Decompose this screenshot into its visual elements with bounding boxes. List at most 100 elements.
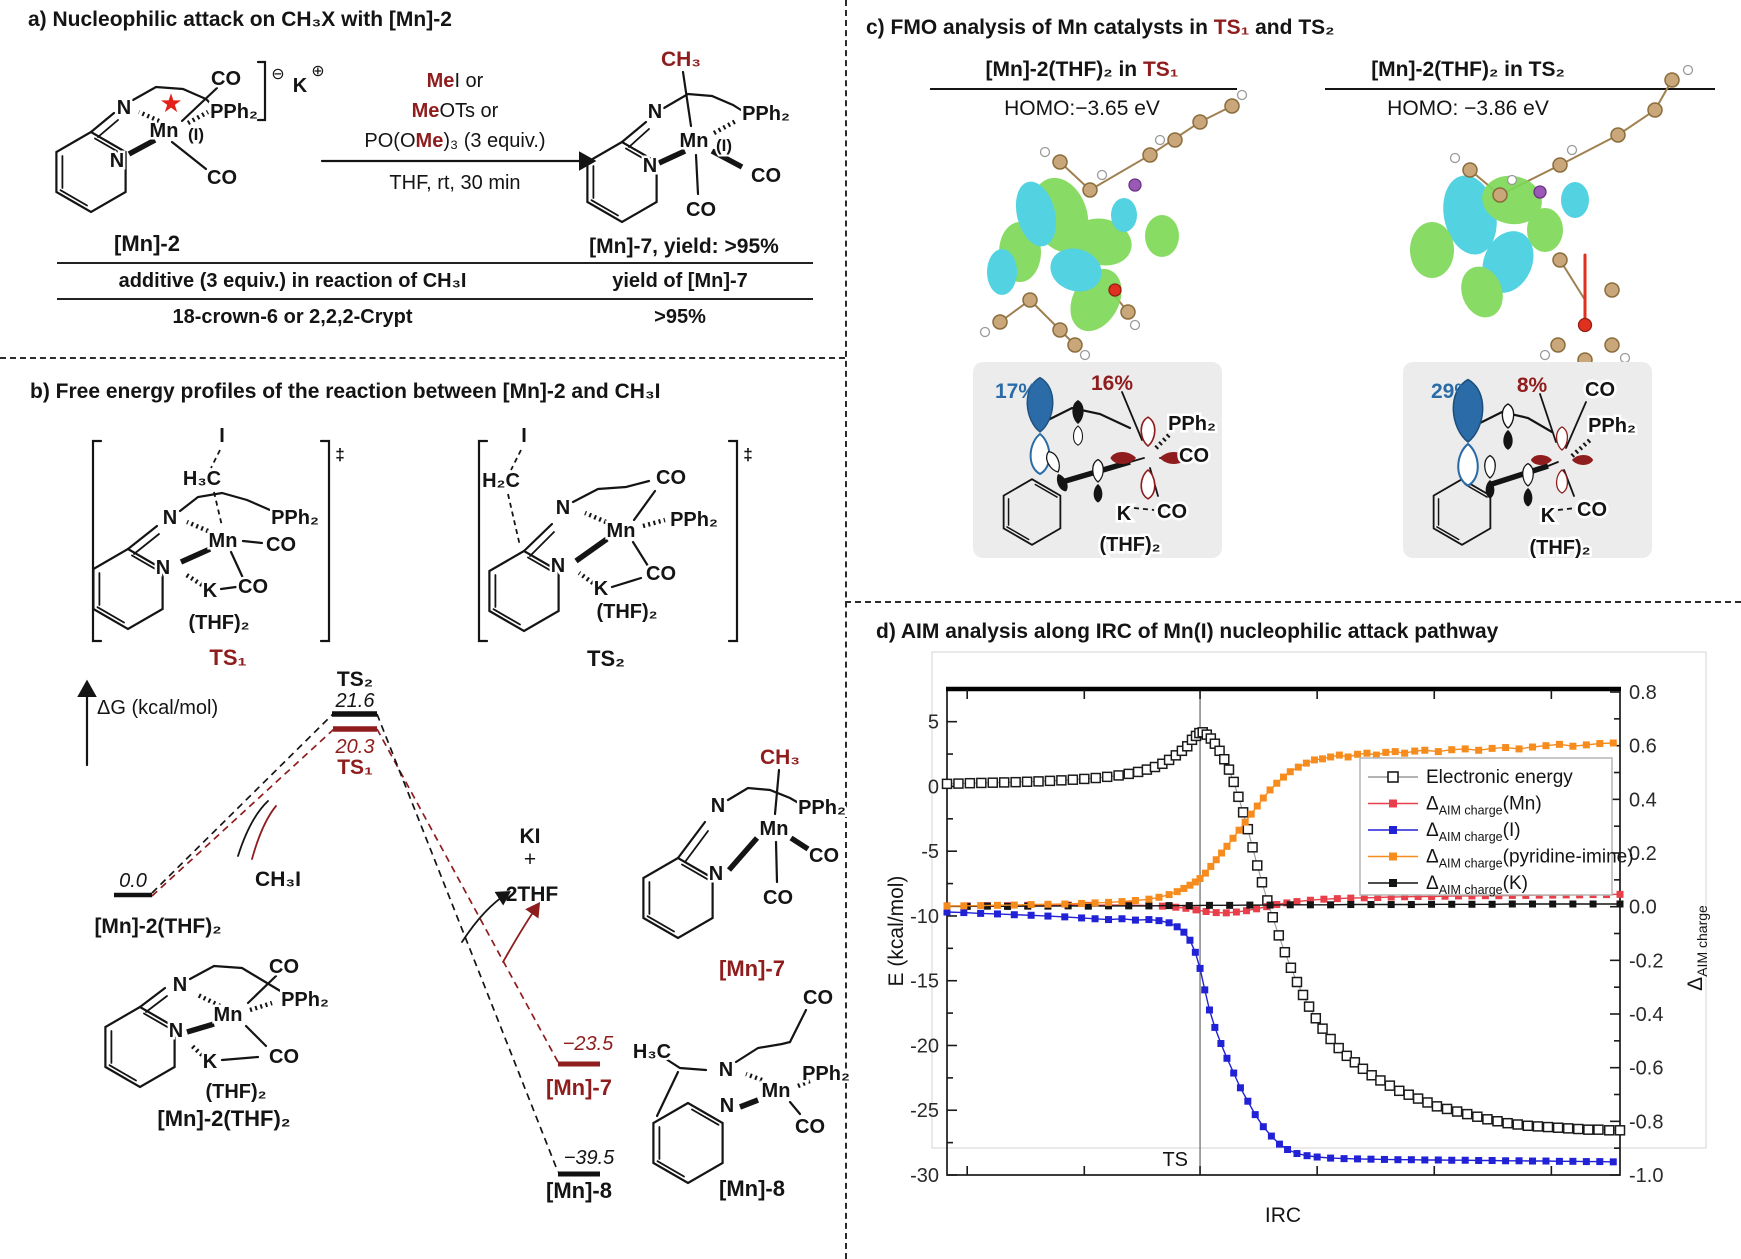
- mn7-product-structure: CH₃ N N Mn (I) PPh₂ CO CO [Mn]-7, yield:…: [586, 46, 792, 258]
- mn8-level-label: [Mn]-8: [546, 1178, 612, 1203]
- orbital-scheme-ts2: 29% 8% CO PPh₂ K CO (THF)₂: [1403, 362, 1652, 562]
- chart-series-delta-aim-charge-pyridine-imine-: [943, 739, 1617, 910]
- mn-label: Mn: [214, 1004, 243, 1026]
- n-imine-label: N: [173, 974, 187, 996]
- n-imine-label: N: [163, 507, 177, 529]
- svg-text:-30: -30: [910, 1165, 939, 1187]
- condition-line-2: MeOTs or: [411, 100, 499, 122]
- pph2-label: PPh₂: [798, 797, 846, 819]
- panel-a-title: a) Nucleophilic attack on CH₃X with [Mn]…: [28, 8, 452, 31]
- svg-text:0.8: 0.8: [1629, 682, 1657, 704]
- path-up-black: [151, 713, 334, 894]
- ts2-level-name: TS₂: [337, 668, 373, 691]
- methyl-label: H₃C: [183, 468, 221, 490]
- legend-item-0: Electronic energy: [1426, 767, 1573, 788]
- mn2thf2-caption: [Mn]-2(THF)₂: [157, 1106, 290, 1131]
- anion-bracket: [256, 60, 267, 122]
- mn-label: Mn: [150, 120, 179, 142]
- mn-label: Mn: [760, 818, 789, 840]
- oxidation-state-label: (I): [188, 125, 204, 144]
- svg-text:-0.2: -0.2: [1629, 950, 1663, 972]
- co-top-label: CO: [803, 987, 833, 1009]
- table-header-yield: yield of [Mn]-7: [612, 270, 748, 292]
- thf-label: (THF)₂: [188, 612, 249, 634]
- fmo-right-header: [Mn]-2(THF)₂ in TS₂: [1371, 58, 1565, 81]
- energy-diagram: ΔG (kcal/mol) TS₂ 21.6 20.3 TS₁ 0.0 [Mn]…: [77, 668, 615, 1203]
- mn7-structure-caption: [Mn]-7: [719, 956, 785, 981]
- svg-text:-0.6: -0.6: [1629, 1058, 1663, 1080]
- minus-charge-icon: ⊖: [271, 64, 284, 83]
- pct-blue-left: 17%: [995, 380, 1037, 403]
- legend-item-1: ΔAIM charge(Mn): [1426, 794, 1542, 818]
- k-label: K: [203, 580, 218, 602]
- co-top-label: CO: [1585, 379, 1615, 401]
- chart-frame: 5 0 -5 -10 -15 -20 -25 -30 0.8 0.6 0.4 0.2 0.0 -0.2 -0…: [910, 682, 1663, 1187]
- table-rule-top: [57, 262, 813, 264]
- svg-text:-0.4: -0.4: [1629, 1004, 1663, 1026]
- release-arrow-black: [461, 891, 512, 943]
- divider-horizontal-left: [0, 357, 845, 359]
- orbital-scheme-ts1: 17% 16% PPh₂ CO K CO (THF)₂: [973, 362, 1222, 559]
- co-bottom-label: CO: [1577, 499, 1607, 521]
- legend-item-4: ΔAIM charge(K): [1426, 873, 1528, 897]
- pph2-label: PPh₂: [670, 509, 718, 531]
- iodine-label: I: [521, 425, 527, 447]
- condition-line-1: MeI or: [426, 70, 484, 92]
- table-data-row: 18-crown-6 or 2,2,2-Crypt >95%: [40, 300, 815, 334]
- co-top-label: CO: [656, 467, 686, 489]
- ts1-level-value: 20.3: [335, 736, 375, 758]
- ts1-level-name: TS₁: [337, 756, 373, 779]
- n-pyridine-label: N: [720, 1095, 734, 1117]
- svg-text:-20: -20: [910, 1035, 939, 1057]
- divider-vertical: [845, 0, 847, 1259]
- pct-red-left: 16%: [1091, 372, 1133, 395]
- mn-label: Mn: [680, 130, 709, 152]
- pph2-label: PPh₂: [281, 989, 329, 1011]
- svg-text:0.6: 0.6: [1629, 736, 1657, 758]
- ts2-structure: ‡ I H₂C N CO Mn PPh₂ N K CO (THF)₂ TS₂: [477, 423, 755, 671]
- thf-label: (THF)₂: [1099, 534, 1160, 556]
- path-down-black: [376, 713, 559, 1173]
- start-level-label: [Mn]-2(THF)₂: [94, 915, 221, 938]
- oxidation-state-label: (I): [716, 136, 732, 155]
- panel-b-diagram: ‡ I H₃C N PPh₂ Mn CO N K CO (THF)₂ TS₁: [77, 423, 852, 1203]
- y-axis-left-label: E (kcal/mol): [885, 876, 908, 987]
- svg-text:0.0: 0.0: [1629, 897, 1657, 919]
- co-bottom-label: CO: [763, 887, 793, 909]
- n-imine-label: N: [556, 497, 570, 519]
- pph2-label: PPh₂: [210, 101, 258, 123]
- n-pyridine-label: N: [169, 1020, 183, 1042]
- n-pyridine-label: N: [709, 863, 723, 885]
- ts1-caption: TS₁: [209, 645, 246, 670]
- svg-text:-25: -25: [910, 1100, 939, 1122]
- table-header-additive: additive (3 equiv.) in reaction of CH₃I: [118, 270, 467, 292]
- panel-d-title: d) AIM analysis along IRC of Mn(I) nucle…: [876, 620, 1499, 643]
- additive-table: additive (3 equiv.) in reaction of CH₃I …: [40, 262, 815, 334]
- co-bottom-label: CO: [269, 1046, 299, 1068]
- n-imine-label: N: [117, 97, 131, 119]
- pct-red-right: 8%: [1517, 374, 1548, 397]
- chart-outer-frame: [931, 651, 1707, 1149]
- co-bottom-label: CO: [238, 576, 268, 598]
- ki-label: KI: [520, 825, 541, 848]
- co-bottom-label: CO: [686, 199, 716, 221]
- chart-series-delta-aim-charge-i-: [943, 908, 1617, 1166]
- pph2-label: PPh₂: [802, 1063, 850, 1085]
- n-imine-label: N: [711, 795, 725, 817]
- table-header-row: additive (3 equiv.) in reaction of CH₃I …: [40, 264, 815, 298]
- svg-text:0.4: 0.4: [1629, 789, 1657, 811]
- fmo-left-header: [Mn]-2(THF)₂ in TS₁: [986, 58, 1179, 81]
- pph2-label: PPh₂: [271, 507, 319, 529]
- pph2-label: PPh₂: [1168, 413, 1216, 435]
- ch3-label: CH₃: [760, 746, 800, 769]
- path-down-red: [376, 728, 559, 1063]
- svg-text:-10: -10: [910, 906, 939, 928]
- thf-label: (THF)₂: [205, 1081, 266, 1103]
- co-bottom-label: CO: [646, 563, 676, 585]
- n-pyridine-label: N: [156, 557, 170, 579]
- mn2thf2-structure: N CO Mn PPh₂ N K CO (THF)₂ [Mn]-2(THF)₂: [104, 954, 331, 1131]
- path-up-red: [151, 728, 335, 897]
- k-label: K: [1117, 503, 1132, 525]
- mn-label: Mn: [209, 530, 238, 552]
- n-imine-label: N: [648, 101, 662, 123]
